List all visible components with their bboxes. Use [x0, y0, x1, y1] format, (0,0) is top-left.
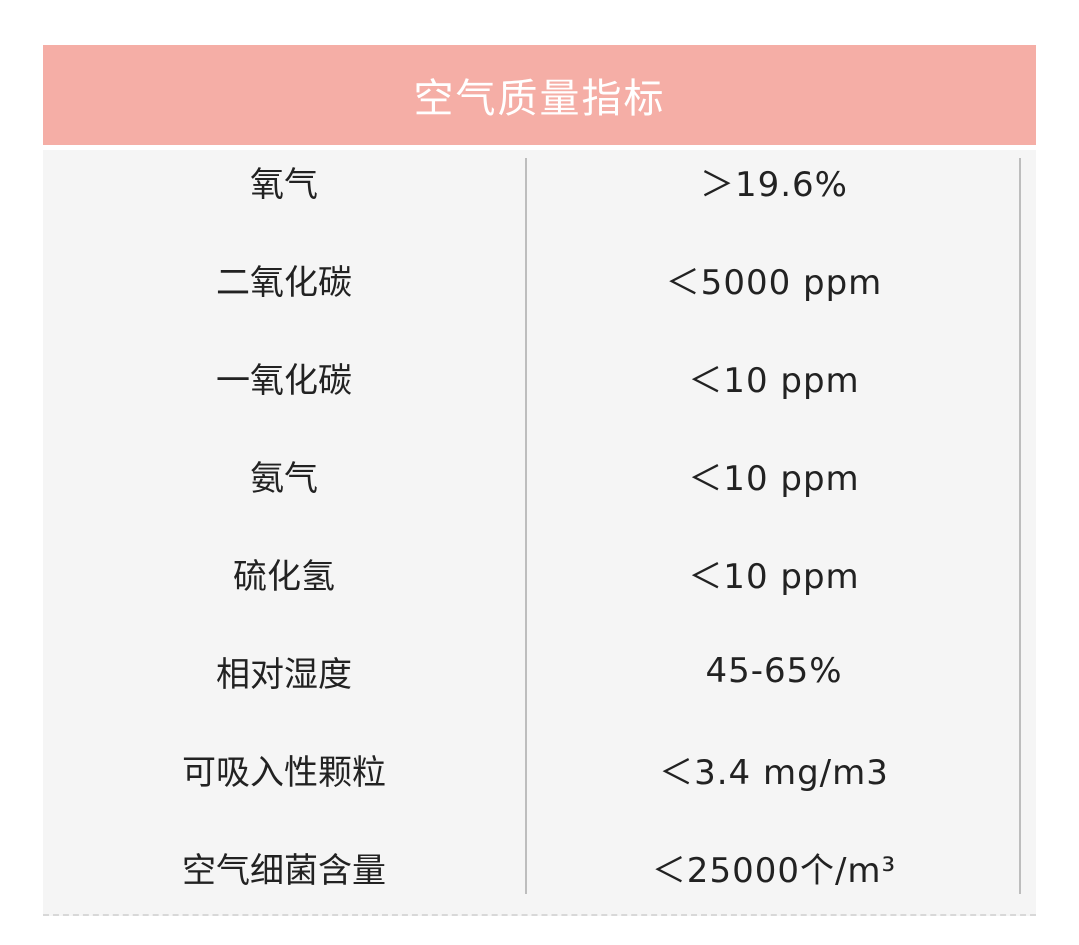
column-divider [525, 158, 527, 894]
indicator-name: 硫化氢 [233, 556, 335, 597]
indicator-name: 氨气 [250, 458, 318, 499]
indicator-value: ＜10 ppm [688, 556, 860, 597]
indicator-name: 空气细菌含量 [182, 850, 386, 891]
table-row: 一氧化碳 ＜10 ppm [43, 328, 1036, 426]
indicator-name: 二氧化碳 [216, 262, 352, 303]
indicator-value: ＜5000 ppm [665, 262, 883, 303]
table-body: 氧气 ＞19.6% 二氧化碳 ＜5000 ppm 一氧化碳 ＜10 ppm 氨气 ＜10 pp… [43, 150, 1036, 916]
table-row: 氧气 ＞19.6% [43, 132, 1036, 230]
indicator-value: ＜25000个/m³ [651, 850, 897, 891]
table-row: 硫化氢 ＜10 ppm [43, 524, 1036, 622]
table-row: 相对湿度 45-65% [43, 622, 1036, 720]
indicator-name: 一氧化碳 [216, 360, 352, 401]
indicator-value: ＜10 ppm [688, 360, 860, 401]
indicator-value: 45-65% [705, 651, 843, 691]
table-row: 氨气 ＜10 ppm [43, 426, 1036, 524]
table-title: 空气质量指标 [43, 45, 1036, 145]
table-row: 空气细菌含量 ＜25000个/m³ [43, 818, 1036, 916]
table-row: 可吸入性颗粒 ＜3.4 mg/m3 [43, 720, 1036, 818]
indicator-name: 相对湿度 [216, 654, 352, 695]
indicator-name: 可吸入性颗粒 [182, 752, 386, 793]
table-row: 二氧化碳 ＜5000 ppm [43, 230, 1036, 328]
indicator-value: ＞19.6% [699, 164, 848, 205]
indicator-value: ＜3.4 mg/m3 [659, 752, 889, 793]
indicator-value: ＜10 ppm [688, 458, 860, 499]
indicator-name: 氧气 [250, 164, 318, 205]
right-border [1019, 158, 1021, 894]
